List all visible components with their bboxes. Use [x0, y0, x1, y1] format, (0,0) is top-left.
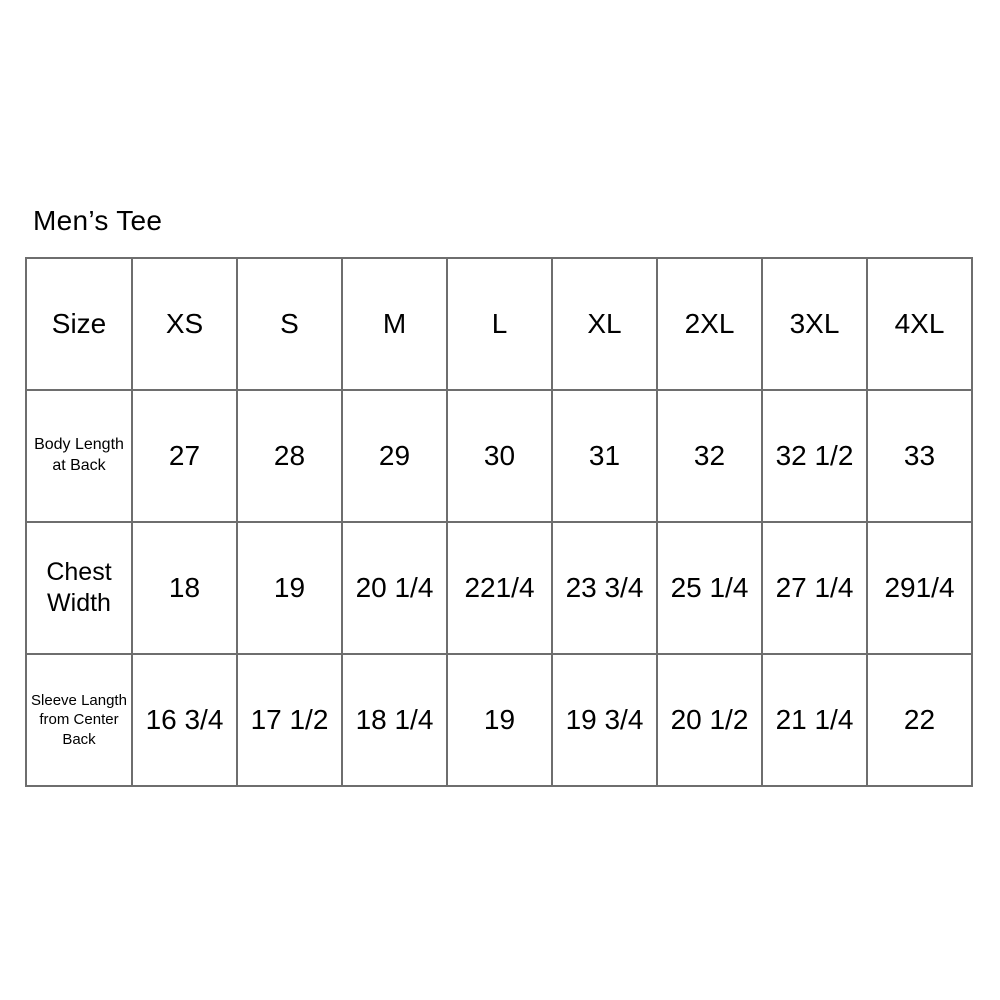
table-cell: 221/4 [446, 521, 553, 655]
table-row-sleeve-length: Sleeve Langth from Center Back 16 3/4 17… [25, 653, 973, 787]
table-cell: 19 [446, 653, 553, 787]
table-cell: 27 [131, 389, 238, 523]
table-cell: 18 1/4 [341, 653, 448, 787]
table-cell: 19 [236, 521, 343, 655]
table-cell: 29 [341, 389, 448, 523]
header-cell-xs: XS [131, 257, 238, 391]
header-cell-3xl: 3XL [761, 257, 868, 391]
table-cell: 21 1/4 [761, 653, 868, 787]
row-label-chest-width: Chest Width [25, 521, 133, 655]
table-cell: 20 1/4 [341, 521, 448, 655]
table-cell: 291/4 [866, 521, 973, 655]
header-cell-s: S [236, 257, 343, 391]
size-chart-table: Size XS S M L XL 2XL 3XL 4XL Body Length… [25, 257, 973, 787]
header-cell-m: M [341, 257, 448, 391]
table-cell: 28 [236, 389, 343, 523]
page-title: Men’s Tee [33, 205, 163, 236]
table-cell: 22 [866, 653, 973, 787]
header-cell-size: Size [25, 257, 133, 391]
table-header-row: Size XS S M L XL 2XL 3XL 4XL [25, 257, 973, 391]
row-label-body-length: Body Length at Back [25, 389, 133, 523]
table-row-chest-width: Chest Width 18 19 20 1/4 221/4 23 3/4 25… [25, 521, 973, 655]
row-label-sleeve-length: Sleeve Langth from Center Back [25, 653, 133, 787]
table-cell: 23 3/4 [551, 521, 658, 655]
table-cell: 32 [656, 389, 763, 523]
table-cell: 16 3/4 [131, 653, 238, 787]
header-cell-4xl: 4XL [866, 257, 973, 391]
table-cell: 32 1/2 [761, 389, 868, 523]
table-cell: 19 3/4 [551, 653, 658, 787]
header-cell-2xl: 2XL [656, 257, 763, 391]
table-cell: 18 [131, 521, 238, 655]
table-cell: 20 1/2 [656, 653, 763, 787]
header-cell-xl: XL [551, 257, 658, 391]
table-row-body-length: Body Length at Back 27 28 29 30 31 32 32… [25, 389, 973, 523]
table-cell: 25 1/4 [656, 521, 763, 655]
table-cell: 17 1/2 [236, 653, 343, 787]
table-cell: 30 [446, 389, 553, 523]
table-cell: 31 [551, 389, 658, 523]
header-cell-l: L [446, 257, 553, 391]
table-cell: 33 [866, 389, 973, 523]
table-cell: 27 1/4 [761, 521, 868, 655]
